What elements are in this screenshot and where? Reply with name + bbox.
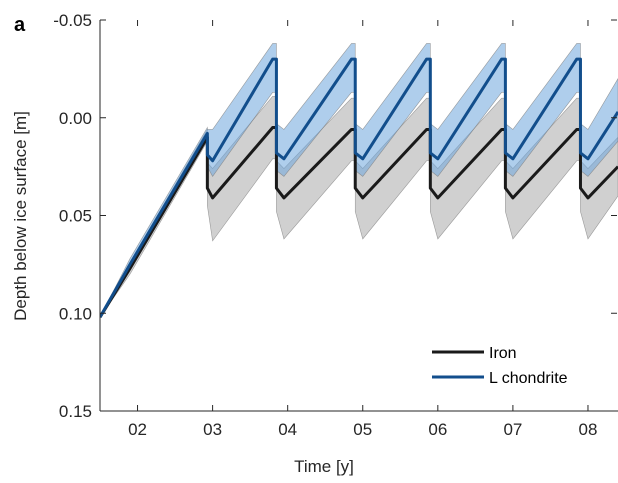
x-tick-label: 07: [503, 420, 522, 439]
x-ticks: 02 03 04 05 06 07 08: [128, 20, 597, 439]
x-tick-label: 03: [203, 420, 222, 439]
legend-label-iron: Iron: [489, 345, 517, 362]
x-tick-label: 04: [278, 420, 297, 439]
y-axis-label: Depth below ice surface [m]: [11, 111, 30, 321]
x-axis-label: Time [y]: [294, 457, 354, 476]
line-l-chondrite: [100, 57, 618, 318]
band-l-chondrite: [100, 43, 618, 318]
y-tick-label: 0.00: [59, 109, 92, 128]
y-tick-label: 0.15: [59, 402, 92, 421]
x-tick-label: 05: [353, 420, 372, 439]
x-tick-label: 06: [428, 420, 447, 439]
x-tick-label: 08: [579, 420, 598, 439]
y-tick-label: -0.05: [53, 11, 92, 30]
y-tick-label: 0.05: [59, 207, 92, 226]
y-tick-label: 0.10: [59, 304, 92, 323]
line-iron: [100, 126, 618, 318]
x-tick-label: 02: [128, 420, 147, 439]
legend-label-l-chondrite: L chondrite: [489, 370, 568, 387]
panel-label: a: [14, 14, 26, 36]
series-lines: [100, 57, 618, 318]
y-ticks: -0.05 0.00 0.05 0.10 0.15: [53, 11, 617, 421]
confidence-bands: [100, 43, 618, 318]
legend: Iron L chondrite: [432, 345, 568, 387]
